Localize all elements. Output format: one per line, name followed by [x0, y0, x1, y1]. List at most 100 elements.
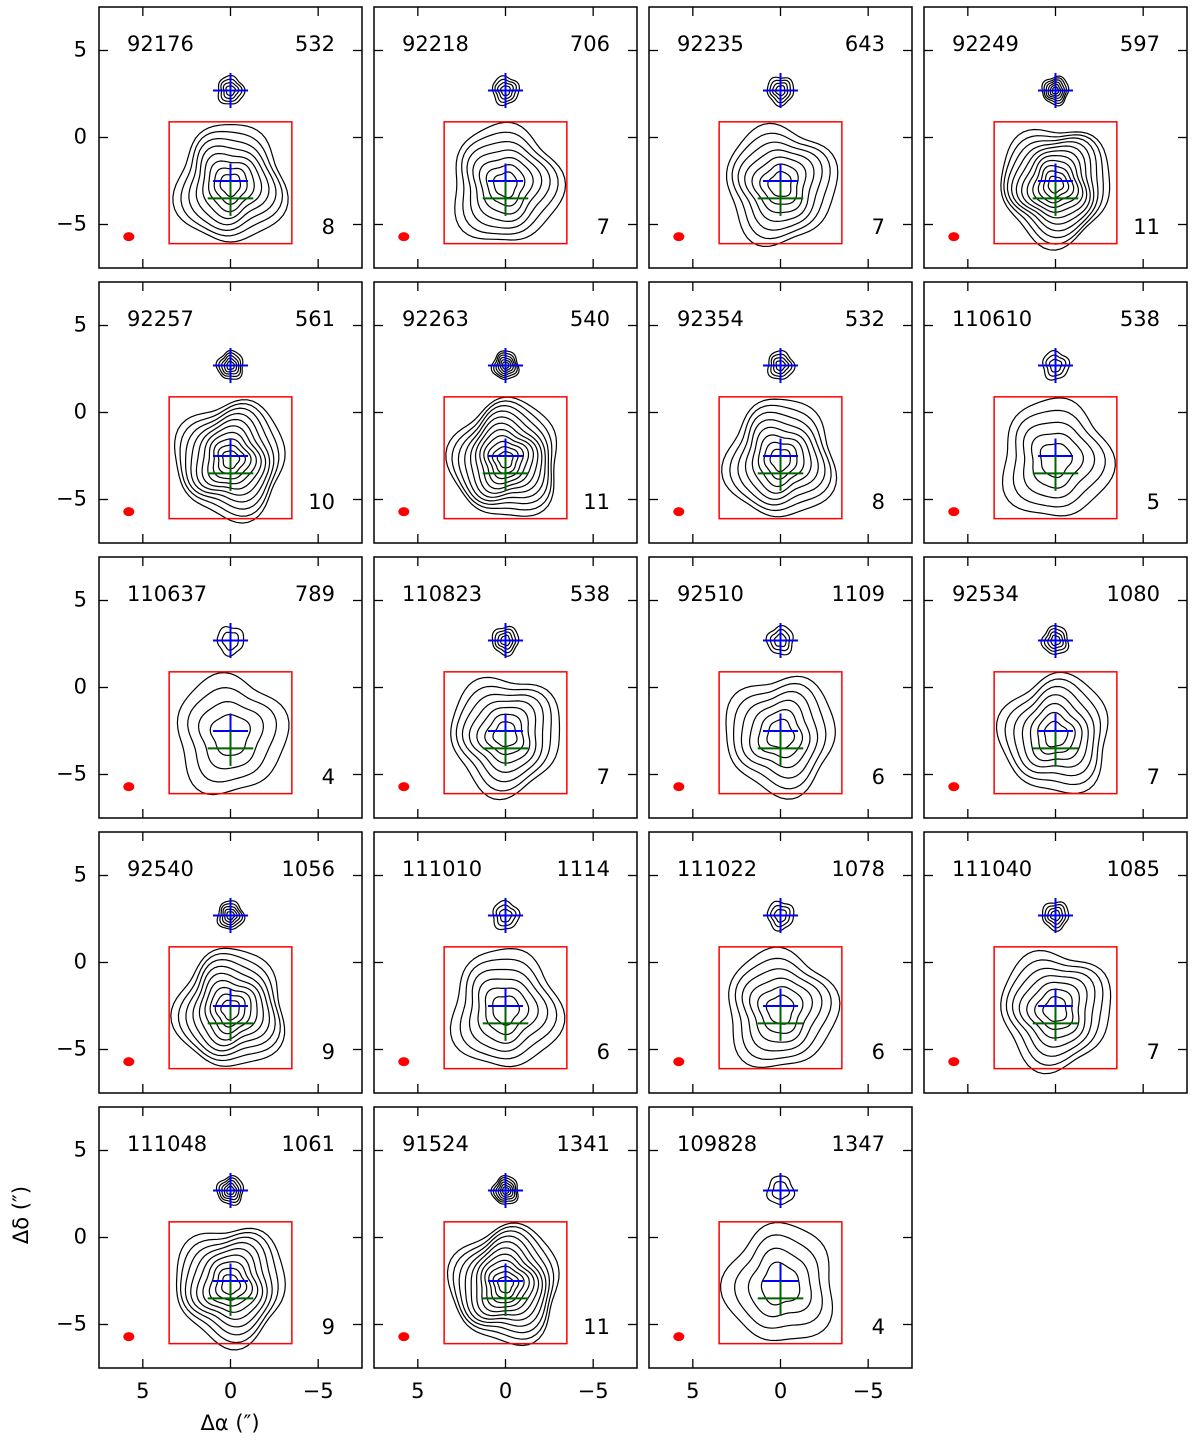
beam: [948, 507, 959, 516]
cross-marker: [763, 1173, 798, 1208]
panel-id: 92354: [677, 307, 744, 331]
cross-marker: [208, 731, 254, 766]
panel-value: 643: [845, 32, 885, 56]
cross-marker: [213, 73, 248, 108]
panel-id: 92249: [952, 32, 1019, 56]
panel-value: 1061: [282, 1132, 335, 1156]
contour: [191, 1243, 268, 1327]
panel: 1108235387: [374, 557, 637, 818]
x-tick-label: −5: [578, 1379, 609, 1403]
cross-marker: [758, 1281, 804, 1316]
cross-marker: [213, 898, 248, 933]
panel-value: 1114: [557, 857, 610, 881]
panel-count: 9: [322, 1040, 335, 1064]
y-tick-label: 5: [74, 313, 87, 337]
panel-id: 92534: [952, 582, 1019, 606]
beam: [673, 1332, 684, 1341]
panel-count: 6: [597, 1040, 610, 1064]
panel: 92354 532 8: [649, 282, 912, 543]
panel: 50−510982813474: [649, 1107, 912, 1403]
beam: [398, 1332, 409, 1341]
cross-marker: [763, 898, 798, 933]
cross-marker: [1038, 348, 1073, 383]
panel-count: 7: [597, 215, 610, 239]
contour: [177, 673, 289, 795]
panel-value: 1078: [832, 857, 885, 881]
beam: [948, 232, 959, 241]
plot-area: [997, 626, 1108, 794]
panel-count: 4: [872, 1315, 885, 1339]
plot-area: [729, 901, 840, 1067]
y-tick-label: −5: [56, 212, 87, 236]
panel-count: 7: [1147, 1040, 1160, 1064]
panel-count: 7: [597, 765, 610, 789]
panel-id: 92176: [127, 32, 194, 56]
cross-marker: [483, 181, 529, 216]
cross-marker: [763, 348, 798, 383]
x-tick-label: 0: [499, 1379, 512, 1403]
panel: 11104010857: [924, 832, 1187, 1093]
y-tick-label: 5: [74, 863, 87, 887]
contour: [189, 139, 276, 231]
y-tick-label: −5: [56, 1312, 87, 1336]
plot-area: [1003, 351, 1116, 516]
panel-count: 8: [872, 490, 885, 514]
panel-value: 538: [1120, 307, 1160, 331]
panel-count: 11: [583, 1315, 610, 1339]
panel-value: 597: [1120, 32, 1160, 56]
panel-count: 8: [322, 215, 335, 239]
plot-area: [177, 627, 289, 795]
x-tick-label: −5: [303, 1379, 334, 1403]
panel-value: 1109: [832, 582, 885, 606]
contour: [450, 949, 564, 1067]
panel-id: 92218: [402, 32, 469, 56]
panel-id: 92235: [677, 32, 744, 56]
y-tick-label: 0: [74, 125, 87, 149]
beam: [123, 507, 134, 516]
x-tick-label: 0: [774, 1379, 787, 1403]
x-tick-label: −5: [853, 1379, 884, 1403]
plot-area: [727, 77, 838, 246]
panel-value: 532: [845, 307, 885, 331]
panel-id: 110637: [127, 582, 207, 606]
panel-id: 111040: [952, 857, 1032, 881]
y-tick-label: 5: [74, 588, 87, 612]
panel-id: 111010: [402, 857, 482, 881]
beam: [673, 1057, 684, 1066]
contour: [1032, 433, 1084, 488]
contour: [185, 1237, 272, 1335]
contour: [742, 969, 822, 1051]
cross-marker: [763, 623, 798, 658]
panel-count: 11: [583, 490, 610, 514]
contour: [480, 430, 534, 489]
panel-count: 6: [872, 765, 885, 789]
beam: [123, 232, 134, 241]
panel-count: 11: [1133, 215, 1160, 239]
cross-marker: [488, 73, 523, 108]
panel-value: 789: [295, 582, 335, 606]
beam: [948, 782, 959, 791]
panel-id: 110823: [402, 582, 482, 606]
x-tick-label: 5: [411, 1379, 424, 1403]
panel-count: 7: [1147, 765, 1160, 789]
beam: [123, 782, 134, 791]
cross-marker: [763, 73, 798, 108]
x-axis-label: Δα (″): [200, 1411, 259, 1435]
cross-marker: [213, 623, 248, 658]
panel-value: 706: [570, 32, 610, 56]
contour: [470, 970, 548, 1052]
cross-marker: [488, 898, 523, 933]
panel: 50−59254010569: [56, 832, 362, 1093]
y-tick-label: 5: [74, 38, 87, 62]
y-tick-label: 0: [74, 400, 87, 424]
contour: [218, 445, 245, 474]
beam: [673, 232, 684, 241]
panel: 11102210786: [649, 832, 912, 1093]
contour: [469, 701, 536, 773]
cross-marker: [483, 1006, 529, 1041]
cross-marker: [758, 731, 804, 766]
plot-area: [455, 76, 566, 240]
panel: 50−59225756110: [56, 282, 362, 543]
panel-value: 540: [570, 307, 610, 331]
panel-count: 6: [872, 1040, 885, 1064]
